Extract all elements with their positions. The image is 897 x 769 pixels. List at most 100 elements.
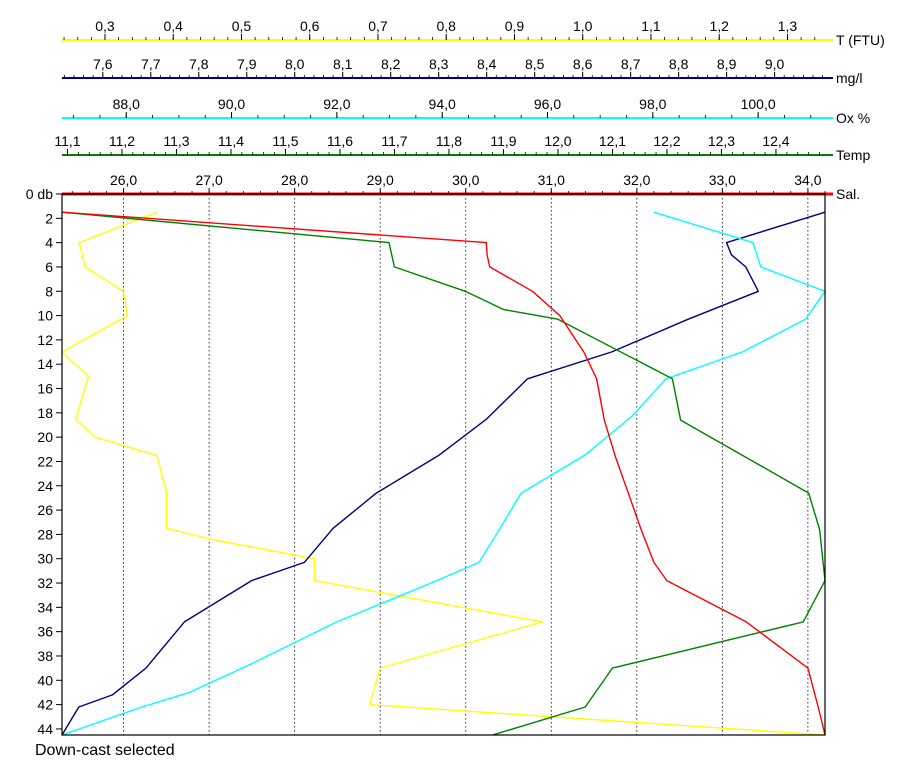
axis-name-ox: Ox % xyxy=(836,110,870,126)
tick-label: 31,0 xyxy=(538,172,565,188)
tick-label: 0,9 xyxy=(505,18,525,34)
depth-tick-label: 22 xyxy=(37,453,53,469)
depth-tick-label: 6 xyxy=(45,259,53,275)
tick-label: 28,0 xyxy=(281,172,308,188)
axis-mg-l: 7,6 7,7 7,8 7,9 8,0 8,1 8,2 8,3 8,4 8,5 8,6 8,7 8,8 8… xyxy=(62,56,862,86)
ctd-profile-chart: 0,3 0,4 0,5 0,6 0,7 0,8 0,9 1,0 1,1 1,2 1,3 T (FTU)… xyxy=(26,18,885,737)
tick-label: 7,8 xyxy=(189,56,209,72)
depth-axis: 0 db246810121416182022242628303234363840… xyxy=(26,186,62,737)
tick-label: 8,5 xyxy=(525,56,545,72)
tick-label: 8,1 xyxy=(333,56,353,72)
tick-label: 11,3 xyxy=(163,133,189,149)
tick-label: 0,6 xyxy=(300,18,320,34)
series-line-sal xyxy=(61,211,826,736)
tick-label: 8,4 xyxy=(477,56,497,72)
tick-label: 0,4 xyxy=(164,18,184,34)
tick-label: 1,1 xyxy=(641,18,661,34)
tick-label: 29,0 xyxy=(367,172,394,188)
tick-label: 8,2 xyxy=(381,56,401,72)
depth-tick-label: 34 xyxy=(37,599,53,615)
series-layer xyxy=(61,211,826,736)
tick-label: 7,9 xyxy=(237,56,257,72)
axis-t-ftu: 0,3 0,4 0,5 0,6 0,7 0,8 0,9 1,0 1,1 1,2 1,3 T (FTU) xyxy=(62,18,885,48)
tick-label: 11,2 xyxy=(109,133,135,149)
tick-label: 11,8 xyxy=(436,133,462,149)
depth-tick-label: 8 xyxy=(45,283,53,299)
tick-label: 8,3 xyxy=(429,56,449,72)
tick-label: 12,0 xyxy=(544,133,571,149)
depth-tick-label: 30 xyxy=(37,551,53,567)
depth-tick-label: 28 xyxy=(37,526,53,542)
axis-name-temp: Temp xyxy=(836,147,870,163)
tick-label: 11,4 xyxy=(218,133,244,149)
depth-tick-label: 38 xyxy=(37,648,53,664)
tick-label: 100,0 xyxy=(741,96,776,112)
depth-tick-label: 4 xyxy=(45,235,53,251)
tick-label: 1,0 xyxy=(573,18,593,34)
tick-label: 1,3 xyxy=(778,18,798,34)
tick-label: 0,5 xyxy=(232,18,252,34)
series-line-mg-l xyxy=(61,211,826,736)
tick-label: 32,0 xyxy=(623,172,650,188)
tick-label: 92,0 xyxy=(323,96,350,112)
depth-tick-label: 10 xyxy=(37,308,53,324)
depth-tick-label: 42 xyxy=(37,697,53,713)
tick-label: 34,0 xyxy=(794,172,821,188)
depth-tick-label: 2 xyxy=(45,210,53,226)
tick-label: 11,5 xyxy=(272,133,298,149)
tick-label: 8,6 xyxy=(573,56,593,72)
depth-tick-label: 26 xyxy=(37,502,53,518)
tick-label: 96,0 xyxy=(534,96,561,112)
series-line-t-ftu xyxy=(61,211,826,736)
depth-tick-label: 40 xyxy=(37,672,53,688)
tick-label: 11,1 xyxy=(54,133,80,149)
status-caption: Down-cast selected xyxy=(35,742,175,759)
axis-name-sal: Sal. xyxy=(836,186,860,202)
tick-label: 30,0 xyxy=(452,172,479,188)
tick-label: 0,8 xyxy=(436,18,456,34)
tick-label: 8,8 xyxy=(669,56,689,72)
tick-label: 12,4 xyxy=(762,133,789,149)
tick-label: 1,2 xyxy=(709,18,729,34)
tick-label: 11,7 xyxy=(381,133,407,149)
grid-layer xyxy=(123,194,809,735)
axis-ox: 88,0 90,0 92,0 94,0 96,0 98,0 100,0 Ox % xyxy=(62,96,870,126)
tick-label: 12,2 xyxy=(653,133,680,149)
tick-label: 12,3 xyxy=(708,133,735,149)
top-axes: 0,3 0,4 0,5 0,6 0,7 0,8 0,9 1,0 1,1 1,2 1,3 T (FTU)… xyxy=(54,18,884,202)
series-line-temp xyxy=(61,211,826,736)
tick-label: 8,0 xyxy=(285,56,305,72)
depth-tick-label: 12 xyxy=(37,332,53,348)
tick-label: 94,0 xyxy=(429,96,456,112)
depth-tick-label: 44 xyxy=(37,721,53,737)
plot-frame xyxy=(61,193,826,736)
tick-label: 7,6 xyxy=(93,56,113,72)
tick-label: 8,7 xyxy=(621,56,641,72)
axis-name-t-ftu: T (FTU) xyxy=(836,32,885,48)
depth-tick-label: 16 xyxy=(37,381,53,397)
tick-label: 12,1 xyxy=(599,133,626,149)
tick-label: 88,0 xyxy=(113,96,140,112)
depth-tick-label: 32 xyxy=(37,575,53,591)
depth-tick-label: 24 xyxy=(37,478,53,494)
depth-tick-label: 36 xyxy=(37,624,53,640)
tick-label: 9,0 xyxy=(765,56,785,72)
axis-temp: 11,1 11,2 11,3 11,4 11,5 11,6 11,7 11,8 11,9 12,0… xyxy=(54,133,870,163)
tick-label: 0,3 xyxy=(95,18,115,34)
tick-label: 90,0 xyxy=(218,96,245,112)
depth-tick-label: 14 xyxy=(37,356,53,372)
tick-label: 27,0 xyxy=(196,172,223,188)
tick-label: 11,6 xyxy=(327,133,353,149)
tick-label: 7,7 xyxy=(141,56,161,72)
depth-tick-label: 0 db xyxy=(26,186,53,202)
depth-tick-label: 20 xyxy=(37,429,53,445)
tick-label: 98,0 xyxy=(639,96,666,112)
tick-label: 26,0 xyxy=(110,172,137,188)
tick-label: 0,7 xyxy=(368,18,388,34)
axis-sal: 26,0 27,0 28,0 29,0 30,0 31,0 32,0 33,0 34,0 Sal. xyxy=(62,172,860,202)
series-line-ox xyxy=(61,211,826,736)
depth-tick-label: 18 xyxy=(37,405,53,421)
tick-label: 33,0 xyxy=(709,172,736,188)
tick-label: 8,9 xyxy=(717,56,737,72)
tick-label: 11,9 xyxy=(490,133,516,149)
